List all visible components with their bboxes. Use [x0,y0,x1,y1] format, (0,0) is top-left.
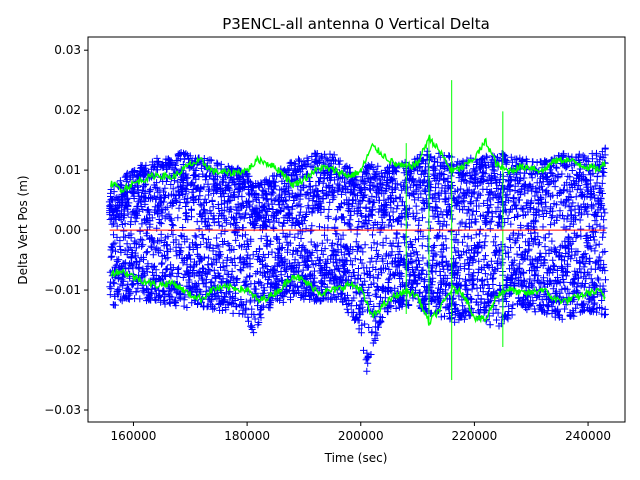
y-tick-label: 0.01 [54,163,81,177]
x-axis: 160000 180000 200000 220000 240000 [111,422,611,443]
chart-title: P3ENCL-all antenna 0 Vertical Delta [222,15,490,33]
green-bound-lines-series [110,80,606,381]
y-tick-label: −0.02 [44,343,81,357]
y-tick-label: 0.00 [54,223,81,237]
y-tick-label: −0.03 [44,403,81,417]
x-tick-label: 180000 [224,429,270,443]
green-upper-bound-line [110,134,606,195]
plot-frame [87,36,626,423]
x-tick-label: 160000 [111,429,157,443]
y-tick-label: 0.03 [54,43,81,57]
blue-plus-markers-series [105,144,609,375]
blue-plus-marker [105,144,609,375]
y-axis-label: Delta Vert Pos (m) [16,175,30,284]
y-axis: −0.03 −0.02 −0.01 0.00 0.01 0.02 0.03 [44,43,88,417]
green-lower-bound-line [110,268,606,326]
x-tick-label: 200000 [338,429,384,443]
x-tick-label: 240000 [565,429,611,443]
y-tick-label: 0.02 [54,103,81,117]
x-tick-label: 220000 [452,429,498,443]
y-tick-label: −0.01 [44,283,81,297]
plot-area [105,80,609,381]
x-axis-label: Time (sec) [324,451,388,465]
